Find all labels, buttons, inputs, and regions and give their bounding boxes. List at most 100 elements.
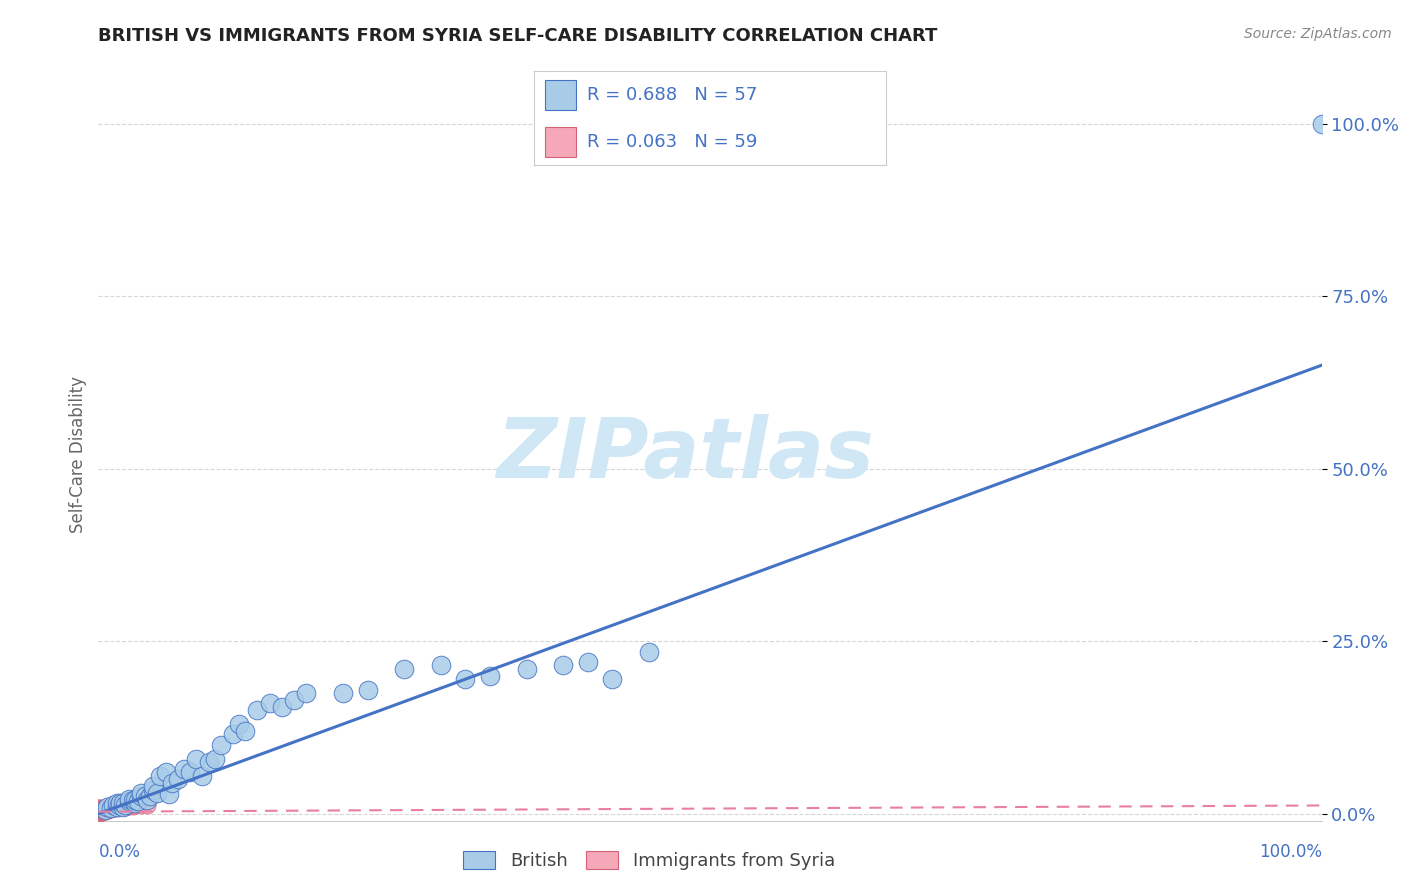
Point bbox=[93, 803, 115, 817]
Y-axis label: Self-Care Disability: Self-Care Disability bbox=[69, 376, 87, 533]
Point bbox=[98, 802, 121, 816]
Point bbox=[191, 769, 214, 783]
Point bbox=[94, 802, 117, 816]
Text: 0.0%: 0.0% bbox=[98, 843, 141, 861]
Point bbox=[121, 799, 143, 814]
Point bbox=[96, 803, 118, 817]
Point bbox=[139, 789, 162, 804]
Point bbox=[87, 802, 110, 816]
Text: R = 0.063   N = 59: R = 0.063 N = 59 bbox=[588, 133, 758, 151]
Point bbox=[90, 804, 112, 818]
Point bbox=[600, 672, 623, 686]
Point bbox=[118, 794, 141, 808]
Point bbox=[97, 803, 120, 817]
Point bbox=[100, 801, 122, 815]
Point bbox=[111, 797, 134, 811]
Point bbox=[129, 789, 152, 804]
FancyBboxPatch shape bbox=[544, 80, 576, 110]
Point bbox=[93, 802, 115, 816]
Point bbox=[89, 805, 111, 820]
Point bbox=[167, 772, 190, 787]
Point bbox=[204, 751, 226, 765]
Point bbox=[478, 669, 501, 683]
Point bbox=[454, 672, 477, 686]
Point bbox=[127, 794, 149, 808]
Point bbox=[90, 803, 112, 817]
Point bbox=[155, 765, 177, 780]
Point bbox=[101, 798, 124, 813]
Point bbox=[87, 801, 110, 815]
Point bbox=[94, 803, 117, 817]
Point bbox=[91, 803, 114, 817]
Point bbox=[121, 793, 143, 807]
Point bbox=[94, 803, 117, 817]
Point bbox=[105, 800, 128, 814]
Point bbox=[283, 693, 305, 707]
Point bbox=[149, 769, 172, 783]
Point bbox=[110, 800, 132, 814]
Point bbox=[93, 803, 115, 817]
Point bbox=[91, 803, 114, 817]
Point bbox=[91, 804, 114, 818]
Point bbox=[142, 779, 165, 793]
Point bbox=[96, 800, 118, 814]
Point bbox=[101, 801, 124, 815]
Point bbox=[89, 803, 111, 817]
Point bbox=[392, 662, 416, 676]
Point bbox=[129, 798, 152, 813]
Point bbox=[160, 775, 183, 789]
Point bbox=[87, 801, 110, 815]
Point bbox=[134, 789, 156, 804]
Point bbox=[89, 803, 111, 817]
Text: ZIPatlas: ZIPatlas bbox=[496, 415, 875, 495]
Point bbox=[87, 803, 110, 817]
Point bbox=[146, 786, 169, 800]
Point bbox=[89, 805, 111, 819]
Point bbox=[118, 799, 141, 814]
Point bbox=[93, 803, 115, 817]
Point bbox=[91, 803, 114, 817]
Text: Source: ZipAtlas.com: Source: ZipAtlas.com bbox=[1244, 27, 1392, 41]
Point bbox=[142, 782, 165, 797]
Point bbox=[124, 798, 146, 813]
Point bbox=[157, 788, 180, 802]
Point bbox=[576, 655, 599, 669]
Point bbox=[332, 686, 354, 700]
Point bbox=[91, 805, 114, 819]
Point bbox=[89, 802, 111, 816]
Point bbox=[118, 791, 141, 805]
Point bbox=[222, 727, 245, 741]
Point bbox=[89, 804, 111, 818]
Point bbox=[91, 804, 114, 818]
Point bbox=[91, 802, 114, 816]
Point bbox=[87, 805, 110, 820]
Point bbox=[124, 797, 146, 811]
Point bbox=[90, 802, 112, 816]
Point bbox=[186, 751, 208, 765]
Point bbox=[111, 800, 134, 814]
Point bbox=[1310, 117, 1333, 131]
Text: R = 0.688   N = 57: R = 0.688 N = 57 bbox=[588, 86, 758, 103]
Point bbox=[91, 804, 114, 818]
Point bbox=[87, 805, 110, 819]
Point bbox=[90, 803, 112, 817]
Point bbox=[105, 797, 128, 811]
Point bbox=[515, 662, 537, 676]
Point bbox=[90, 803, 112, 817]
Point bbox=[87, 804, 110, 818]
Point bbox=[89, 803, 111, 817]
Point bbox=[430, 658, 453, 673]
Point bbox=[179, 765, 201, 780]
Point bbox=[270, 699, 294, 714]
Point bbox=[87, 803, 110, 817]
Text: BRITISH VS IMMIGRANTS FROM SYRIA SELF-CARE DISABILITY CORRELATION CHART: BRITISH VS IMMIGRANTS FROM SYRIA SELF-CA… bbox=[98, 27, 938, 45]
Point bbox=[108, 798, 131, 813]
Point bbox=[228, 717, 250, 731]
Point bbox=[91, 803, 114, 817]
Point bbox=[209, 738, 232, 752]
Point bbox=[295, 686, 318, 700]
Point bbox=[553, 658, 575, 673]
Point bbox=[114, 800, 136, 814]
FancyBboxPatch shape bbox=[544, 127, 576, 156]
Point bbox=[89, 801, 111, 815]
